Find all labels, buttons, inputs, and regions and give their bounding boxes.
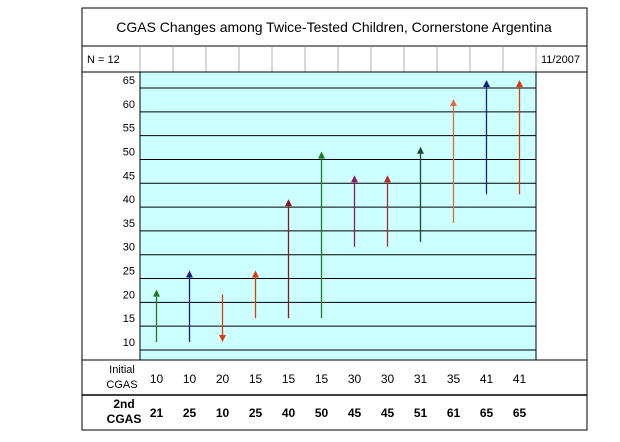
second-value: 65 [513,406,527,420]
second-row-label-1: 2nd [113,397,134,411]
initial-value: 30 [348,372,362,386]
second-value: 25 [249,406,263,420]
y-tick-label: 65 [123,75,135,87]
initial-values: 10 10 20 15 15 15 30 30 31 35 41 41 [150,372,527,386]
arrow-head [516,80,523,87]
y-tick-label: 55 [123,123,135,135]
arrow-head [219,335,226,342]
y-tick-label: 50 [123,146,135,158]
arrow-head [450,99,457,107]
initial-value: 15 [249,372,263,386]
second-value: 61 [447,406,461,420]
title-box [81,7,588,47]
second-value: 25 [183,406,197,420]
second-value: 45 [348,406,362,420]
second-value: 21 [150,406,164,420]
arrow-head [285,199,292,207]
arrow-head [384,175,391,183]
arrow-head [483,80,490,87]
second-values: 21 25 10 25 40 50 45 45 51 61 65 65 [150,406,527,420]
date-label: 11/2007 [541,54,580,66]
second-value: 51 [414,406,428,420]
second-value: 50 [315,406,329,420]
second-row-label-2: CGAS [107,412,142,426]
arrow-head [351,175,358,183]
arrow-series [153,80,523,342]
y-tick-label: 30 [123,242,135,254]
initial-value: 15 [282,372,296,386]
gridlines [140,87,536,351]
y-tick-label: 25 [123,266,135,278]
arrow-head [153,289,160,297]
n-label: N = 12 [87,54,120,66]
chart-title: CGAS Changes among Twice-Tested Children… [116,19,552,35]
arrow-head [186,270,193,278]
initial-row-label-1: Initial [109,364,135,376]
initial-value: 41 [513,372,527,386]
initial-value: 31 [414,372,428,386]
second-value: 40 [282,406,296,420]
initial-value: 10 [150,372,164,386]
second-value: 10 [216,406,230,420]
initial-value: 15 [315,372,329,386]
arrow-head [417,146,424,154]
initial-value: 20 [216,372,230,386]
header-cells [82,46,587,73]
initial-value: 10 [183,372,197,386]
initial-value: 35 [447,372,461,386]
second-value: 65 [480,406,494,420]
y-tick-label: 60 [123,99,135,111]
initial-row-label-2: CGAS [106,379,137,391]
arrow-head [318,151,325,159]
y-tick-label: 45 [123,170,135,182]
y-tick-labels: 65 60 55 50 45 40 35 30 25 20 15 10 [123,75,135,349]
y-tick-label: 15 [123,313,135,325]
second-value: 45 [381,406,395,420]
y-tick-label: 10 [123,337,135,349]
y-tick-label: 40 [123,194,135,206]
y-tick-label: 20 [123,289,135,301]
initial-value: 30 [381,372,395,386]
arrow-head [252,270,259,278]
initial-value: 41 [480,372,494,386]
y-tick-label: 35 [123,218,135,230]
plot-area [139,71,537,361]
